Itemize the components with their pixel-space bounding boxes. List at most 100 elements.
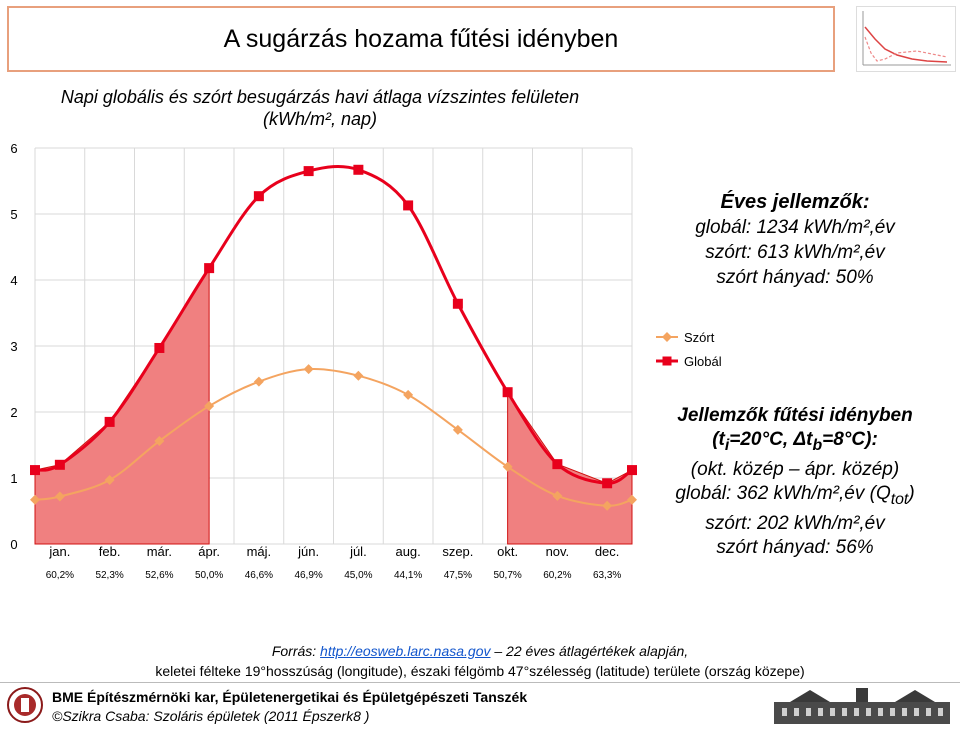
data-point-diffuse bbox=[30, 494, 40, 505]
data-point-diffuse bbox=[204, 401, 215, 412]
heating-heading: Jellemzők fűtési idényben bbox=[677, 405, 913, 426]
heating-ratio: szórt hányad: 56% bbox=[716, 536, 874, 558]
data-point-global bbox=[253, 191, 264, 202]
source-note: Forrás: http://eosweb.larc.nasa.gov – 22… bbox=[0, 641, 960, 681]
legend-global-label: Globál bbox=[684, 353, 722, 369]
annual-heading: Éves jellemzők: bbox=[720, 191, 870, 213]
data-point-diffuse bbox=[627, 494, 637, 505]
data-point-diffuse bbox=[303, 364, 314, 375]
diffuse-ratio-label: 46,9% bbox=[294, 570, 322, 581]
x-tick-label: dec. bbox=[595, 544, 620, 559]
data-point-diffuse bbox=[54, 491, 65, 502]
x-tick-label: jún. bbox=[297, 544, 319, 559]
x-tick-label: feb. bbox=[99, 544, 121, 559]
subtitle-line1: Napi globális és szórt besugárzás havi á… bbox=[60, 87, 580, 107]
data-point-global bbox=[54, 459, 65, 470]
x-tick-label: ápr. bbox=[198, 544, 220, 559]
data-point-diffuse bbox=[154, 436, 165, 447]
x-tick-label: aug. bbox=[395, 544, 420, 559]
data-point-global bbox=[403, 200, 414, 211]
thumbnail-chart-image bbox=[856, 6, 956, 72]
x-tick-label: nov. bbox=[546, 544, 570, 559]
source-line1: Forrás: http://eosweb.larc.nasa.gov – 22… bbox=[271, 643, 689, 659]
y-tick-label: 1 bbox=[10, 471, 17, 486]
data-point-global bbox=[552, 459, 563, 470]
legend-global-marker-icon bbox=[656, 356, 678, 366]
diffuse-ratio-label: 47,5% bbox=[444, 570, 472, 581]
y-tick-label: 4 bbox=[10, 273, 17, 288]
data-point-global bbox=[602, 478, 613, 489]
data-point-diffuse bbox=[353, 370, 364, 381]
annual-diffuse: szórt: 613 kWh/m²,év bbox=[705, 242, 885, 263]
y-tick-label: 2 bbox=[10, 405, 17, 420]
radiation-chart: 0 1 2 3 4 5 6 jan. 60,2% feb. 52,3% már. 52,6% ápr. 50… bbox=[10, 141, 637, 581]
diffuse-ratio-label: 46,6% bbox=[245, 570, 273, 581]
data-point-diffuse bbox=[403, 389, 414, 400]
series-line-diffuse bbox=[34, 367, 633, 507]
x-tick-label: júl. bbox=[349, 544, 367, 559]
diffuse-ratio-label: 60,2% bbox=[46, 570, 74, 581]
diffuse-ratio-label: 44,1% bbox=[394, 570, 422, 581]
source-link[interactable]: http://eosweb.larc.nasa.gov bbox=[320, 643, 491, 659]
x-tick-label: okt. bbox=[497, 544, 518, 559]
data-point-global bbox=[502, 387, 513, 398]
footer-divider bbox=[0, 682, 960, 683]
footer-copyright: ©Szikra Csaba: Szoláris épületek (2011 É… bbox=[52, 708, 370, 724]
data-point-global bbox=[452, 298, 463, 309]
subtitle-line2: (kWh/m², nap) bbox=[262, 109, 377, 129]
chart-legend: Szórt Globál bbox=[656, 325, 722, 373]
legend-diffuse-marker-icon bbox=[656, 332, 678, 342]
series-line-global bbox=[34, 165, 633, 485]
diffuse-ratio-label: 60,2% bbox=[543, 570, 571, 581]
heating-params: (ti=20°C, Δtb=8°C): bbox=[712, 429, 878, 454]
heating-diffuse: szórt: 202 kWh/m²,év bbox=[705, 512, 885, 534]
y-tick-label: 3 bbox=[10, 339, 17, 354]
data-point-diffuse bbox=[502, 461, 513, 472]
diffuse-ratio-label: 50,7% bbox=[493, 570, 521, 581]
data-point-diffuse bbox=[452, 424, 463, 435]
y-tick-label: 6 bbox=[10, 141, 17, 156]
data-point-global bbox=[154, 342, 165, 353]
heating-season-area-autumn bbox=[507, 390, 633, 545]
annual-ratio: szórt hányad: 50% bbox=[716, 267, 874, 288]
building-icon bbox=[770, 686, 955, 726]
annual-stats: Éves jellemzők: globál: 1234 kWh/m²,év s… bbox=[640, 190, 950, 290]
data-point-diffuse bbox=[104, 474, 115, 485]
legend-item-global: Globál bbox=[656, 349, 722, 373]
annual-global: globál: 1234 kWh/m²,év bbox=[695, 217, 895, 238]
x-tick-label: szep. bbox=[442, 544, 473, 559]
data-point-global bbox=[303, 166, 314, 177]
data-point-global bbox=[204, 263, 215, 274]
page-title: A sugárzás hozama fűtési idényben bbox=[223, 24, 619, 53]
x-tick-label: már. bbox=[147, 544, 172, 559]
data-point-global bbox=[104, 416, 115, 427]
diffuse-ratio-label: 50,0% bbox=[195, 570, 223, 581]
footer-department: BME Építészmérnöki kar, Épületenergetika… bbox=[52, 689, 528, 705]
data-point-diffuse bbox=[602, 500, 613, 511]
diffuse-ratio-label: 52,6% bbox=[145, 570, 173, 581]
data-point-global bbox=[627, 465, 637, 476]
heating-period: (okt. közép – ápr. közép) bbox=[690, 458, 900, 480]
diffuse-ratio-label: 52,3% bbox=[95, 570, 123, 581]
y-tick-label: 5 bbox=[10, 207, 17, 222]
y-tick-label: 0 bbox=[10, 537, 17, 552]
data-point-global bbox=[353, 164, 364, 175]
data-point-diffuse bbox=[552, 490, 563, 501]
heating-global: globál: 362 kWh/m²,év (Qtot) bbox=[675, 482, 915, 508]
diffuse-ratio-label: 63,3% bbox=[593, 570, 621, 581]
university-logo-icon bbox=[6, 686, 44, 724]
building-image bbox=[770, 686, 955, 726]
thumbnail-chart-icon bbox=[862, 11, 951, 66]
title-box: A sugárzás hozama fűtési idényben bbox=[7, 6, 835, 72]
data-point-global bbox=[30, 465, 40, 476]
diffuse-ratio-label: 45,0% bbox=[344, 570, 372, 581]
source-line2: keletei félteke 19°hosszúság (longitude)… bbox=[155, 663, 805, 679]
legend-diffuse-label: Szórt bbox=[684, 329, 715, 345]
chart-subtitle: Napi globális és szórt besugárzás havi á… bbox=[40, 86, 600, 130]
legend-item-diffuse: Szórt bbox=[656, 325, 722, 349]
data-point-diffuse bbox=[253, 376, 264, 387]
x-tick-label: jan. bbox=[48, 544, 70, 559]
footer-text: BME Építészmérnöki kar, Épületenergetika… bbox=[52, 688, 527, 726]
x-tick-label: máj. bbox=[247, 544, 272, 559]
heating-season-stats: Jellemzők fűtési idényben (ti=20°C, Δtb=… bbox=[630, 404, 960, 560]
